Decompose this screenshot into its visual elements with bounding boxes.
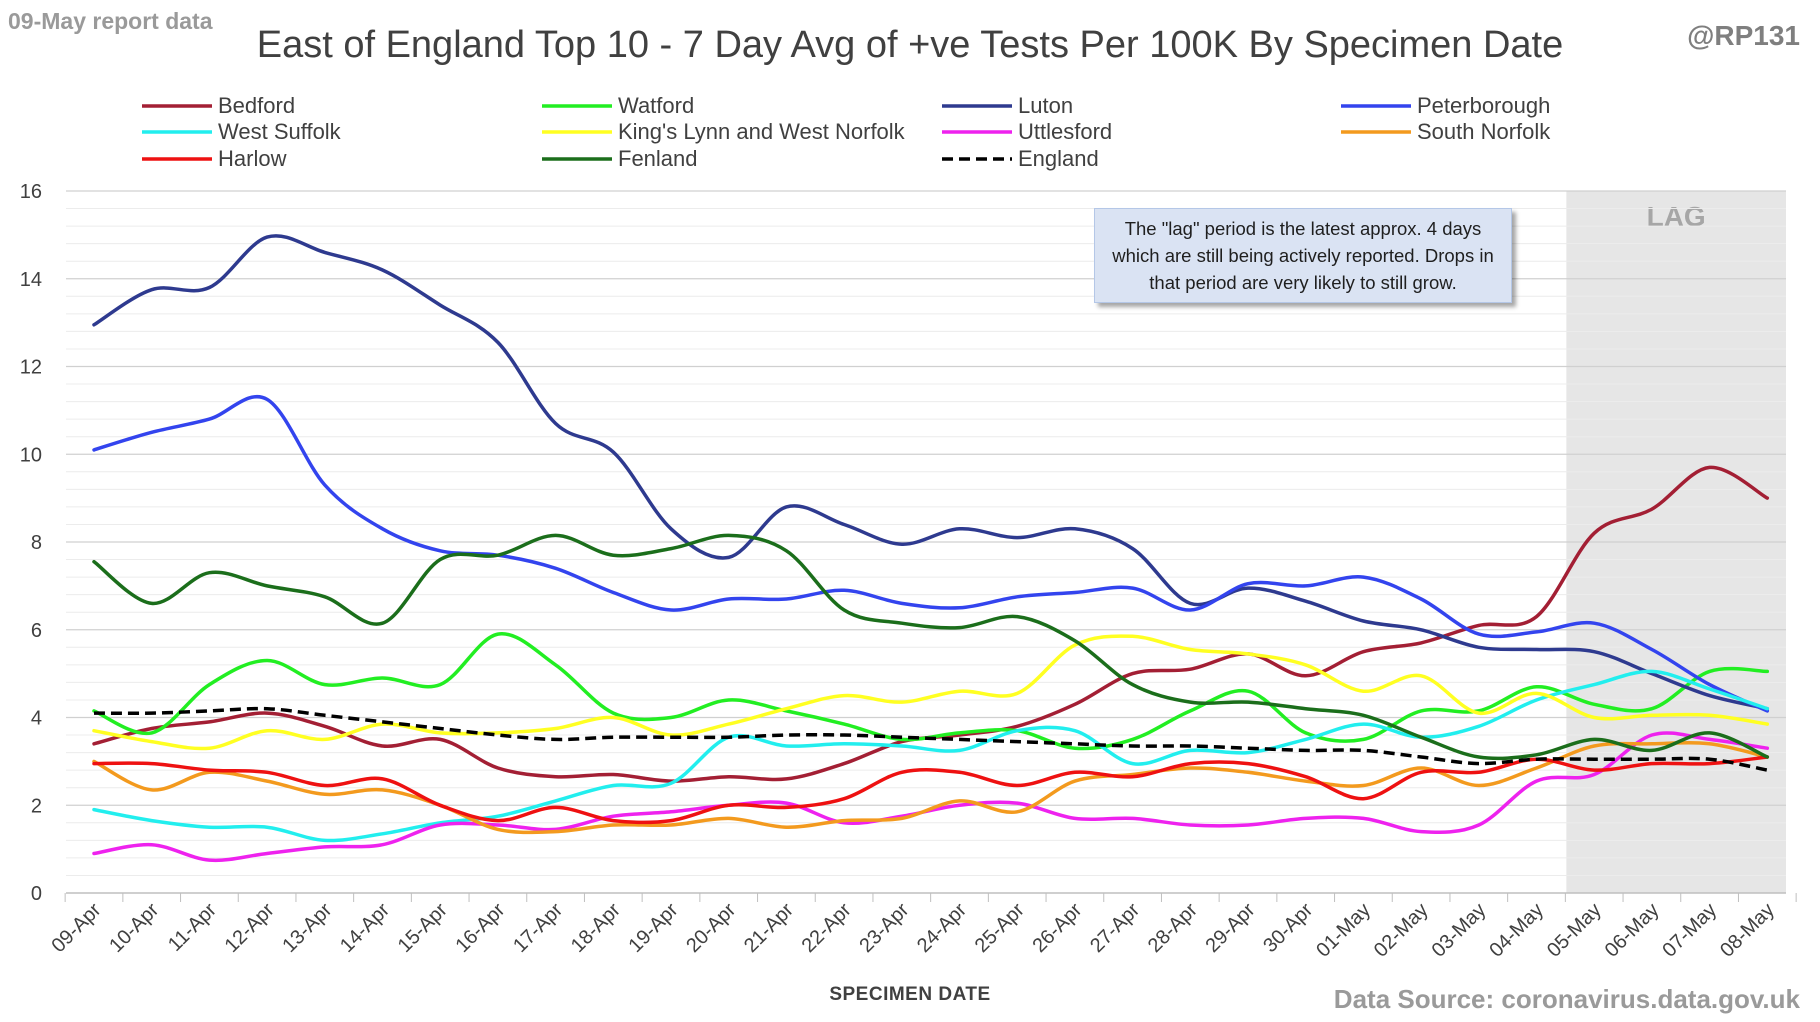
x-tick-label: 13-Apr <box>278 899 336 957</box>
series-line-king-s-lynn-and-west-norfolk <box>92 634 1770 751</box>
legend-label: Harlow <box>218 146 287 171</box>
x-tick-label: 03-May <box>1428 899 1491 962</box>
series-line-england <box>93 706 1768 772</box>
series-lines <box>92 234 1770 863</box>
x-tick-label: 30-Apr <box>1259 899 1317 957</box>
data-source-note: Data Source: coronavirus.data.gov.uk <box>1333 984 1800 1014</box>
x-axis-title: SPECIMEN DATE <box>829 984 991 1005</box>
series-line-luton <box>92 234 1770 711</box>
legend-item-watford: Watford <box>542 93 694 118</box>
legend-item-peterborough: Peterborough <box>1341 93 1550 118</box>
legend-label: West Suffolk <box>218 119 342 144</box>
legend-label: Bedford <box>218 93 295 118</box>
series-line-watford <box>92 632 1770 751</box>
y-tick-label: 10 <box>20 444 42 466</box>
legend-item-harlow: Harlow <box>142 146 287 171</box>
author-handle: @RP131 <box>1687 20 1800 51</box>
x-tick-label: 19-Apr <box>625 899 683 957</box>
x-tick-label: 04-May <box>1485 899 1548 962</box>
legend-item-bedford: Bedford <box>142 93 295 118</box>
lag-annotation-box: The "lag" period is the latest approx. 4… <box>1094 208 1512 303</box>
y-tick-label: 8 <box>31 532 42 554</box>
legend-label: England <box>1018 146 1099 171</box>
x-tick-label: 24-Apr <box>913 899 971 957</box>
legend-item-luton: Luton <box>942 93 1073 118</box>
series-line-uttlesford <box>92 731 1770 863</box>
x-tick-label: 28-Apr <box>1144 899 1202 957</box>
series-line-west-suffolk <box>92 669 1770 843</box>
legend-item-fenland: Fenland <box>542 146 698 171</box>
legend-label: Luton <box>1018 93 1073 118</box>
x-tick-label: 17-Apr <box>509 899 567 957</box>
gridlines <box>66 190 1786 876</box>
x-tick-label: 15-Apr <box>394 899 452 957</box>
x-tick-label: 21-Apr <box>740 899 798 957</box>
legend-item-west-suffolk: West Suffolk <box>142 119 342 144</box>
y-tick-label: 0 <box>31 883 42 905</box>
x-tick-label: 07-May <box>1658 899 1721 962</box>
x-tick-label: 05-May <box>1543 899 1606 962</box>
legend-label: South Norfolk <box>1417 119 1551 144</box>
chart-title: East of England Top 10 - 7 Day Avg of +v… <box>256 24 1564 66</box>
legend-label: Watford <box>618 93 694 118</box>
x-tick-label: 26-Apr <box>1028 899 1086 957</box>
legend-label: King's Lynn and West Norfolk <box>618 119 906 144</box>
x-tick-label: 06-May <box>1601 899 1664 962</box>
legend: Bedford Watford Luton Peterborough West Suff… <box>142 93 1551 171</box>
x-tick-label: 25-Apr <box>971 899 1029 957</box>
y-tick-label: 16 <box>20 181 42 203</box>
series-line-bedford <box>92 465 1770 783</box>
x-tick-label: 20-Apr <box>682 899 740 957</box>
y-tick-label: 12 <box>20 357 42 379</box>
legend-item-king-s-lynn-and-west-norfolk: King's Lynn and West Norfolk <box>542 119 906 144</box>
axes: 0 2 4 6 8 10 12 14 16 09-Apr 10-Apr 11-Apr 12-Apr 13-… <box>20 181 1797 962</box>
x-tick-label: 02-May <box>1370 899 1433 962</box>
legend-label: Fenland <box>618 146 698 171</box>
x-tick-label: 12-Apr <box>221 899 279 957</box>
legend-item-england: England <box>942 146 1099 171</box>
lag-label: LAG <box>1647 201 1706 232</box>
series-line-peterborough <box>92 395 1770 713</box>
y-tick-label: 6 <box>31 620 42 642</box>
y-tick-label: 2 <box>31 795 42 817</box>
x-tick-label: 27-Apr <box>1086 899 1144 957</box>
legend-label: Uttlesford <box>1018 119 1112 144</box>
series-line-fenland <box>92 533 1770 761</box>
x-tick-label: 01-May <box>1312 899 1375 962</box>
series-line-harlow <box>92 755 1770 825</box>
x-tick-label: 18-Apr <box>567 899 625 957</box>
x-tick-label: 11-Apr <box>164 899 221 956</box>
series-line-south-norfolk <box>92 741 1770 835</box>
y-tick-label: 4 <box>31 708 42 730</box>
x-tick-label: 10-Apr <box>105 899 163 957</box>
legend-item-uttlesford: Uttlesford <box>942 119 1112 144</box>
x-tick-label: 09-Apr <box>48 899 106 957</box>
x-tick-label: 08-May <box>1716 899 1779 962</box>
x-tick-label: 23-Apr <box>855 899 913 957</box>
report-date-label: 09-May report data <box>8 8 213 34</box>
x-tick-label: 16-Apr <box>451 899 509 957</box>
x-tick-label: 29-Apr <box>1202 899 1260 957</box>
x-tick-label: 22-Apr <box>798 899 856 957</box>
y-tick-label: 14 <box>20 269 42 291</box>
legend-item-south-norfolk: South Norfolk <box>1341 119 1551 144</box>
x-tick-label: 14-Apr <box>336 899 394 957</box>
legend-label: Peterborough <box>1417 93 1550 118</box>
